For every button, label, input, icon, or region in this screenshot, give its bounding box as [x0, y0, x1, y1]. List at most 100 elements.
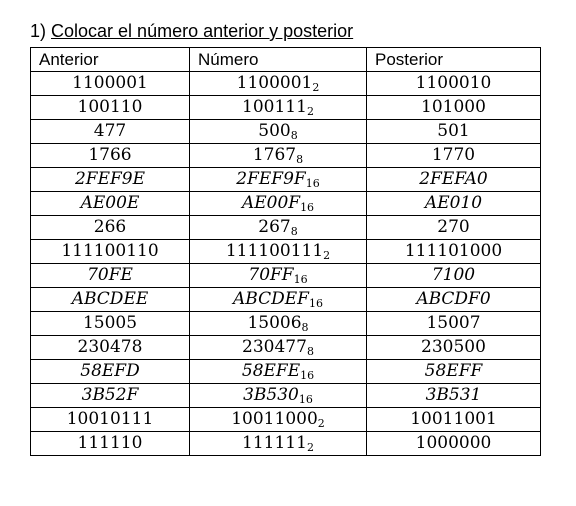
- posterior-cell: 101000: [366, 95, 541, 120]
- header-posterior: Posterior: [366, 47, 541, 72]
- base-subscript: 2: [323, 249, 331, 262]
- anterior-cell: AE00E: [30, 191, 190, 216]
- numero-cell: 2678: [189, 215, 367, 240]
- anterior-cell: 58EFD: [30, 359, 190, 384]
- table-row: 70FE 70FF16 7100: [30, 263, 541, 288]
- table-row: AE00E AE00F16 AE010: [30, 191, 541, 216]
- base-subscript: 16: [293, 273, 308, 286]
- base-subscript: 16: [298, 393, 313, 406]
- anterior-cell: 111100110: [30, 239, 190, 264]
- table-row: 111110 1111112 1000000: [30, 431, 541, 456]
- table-row: 58EFD 58EFE16 58EFF: [30, 359, 541, 384]
- base-subscript: 2: [306, 105, 314, 118]
- posterior-cell: ABCDF0: [366, 287, 541, 312]
- posterior-cell: 270: [366, 215, 541, 240]
- exercise-number: 1): [30, 21, 52, 41]
- table-row: 477 5008 501: [30, 119, 541, 144]
- header-anterior: Anterior: [30, 47, 190, 72]
- posterior-cell: 230500: [366, 335, 541, 360]
- table-row: 1766 17678 1770: [30, 143, 541, 168]
- posterior-cell: 3B531: [366, 383, 541, 408]
- header-numero: Número: [189, 47, 367, 72]
- numero-value: 3B530: [243, 385, 299, 405]
- table-row: 1100001 11000012 1100010: [30, 71, 541, 96]
- numero-value: 2FEF9F: [236, 169, 306, 189]
- numero-value: ABCDEF: [233, 289, 309, 309]
- anterior-cell: 230478: [30, 335, 190, 360]
- numero-cell: 150068: [189, 311, 367, 336]
- numero-cell: 1001112: [189, 95, 367, 120]
- numero-value: 100111: [242, 97, 307, 117]
- base-subscript: 16: [300, 201, 315, 214]
- table-row: 266 2678 270: [30, 215, 541, 240]
- posterior-cell: 1100010: [366, 71, 541, 96]
- base-subscript: 16: [300, 369, 315, 382]
- numero-cell: 2304778: [189, 335, 367, 360]
- anterior-cell: 10010111: [30, 407, 190, 432]
- base-subscript: 8: [290, 225, 298, 238]
- table-row: 111100110 1111001112 111101000: [30, 239, 541, 264]
- posterior-cell: 1770: [366, 143, 541, 168]
- base-subscript: 2: [317, 417, 325, 430]
- posterior-cell: 2FEFA0: [366, 167, 541, 192]
- anterior-cell: 477: [30, 119, 190, 144]
- anterior-cell: 15005: [30, 311, 190, 336]
- base-subscript: 8: [296, 153, 304, 166]
- posterior-cell: 58EFF: [366, 359, 541, 384]
- posterior-cell: 15007: [366, 311, 541, 336]
- anterior-cell: 70FE: [30, 263, 190, 288]
- base-subscript: 8: [306, 345, 314, 358]
- anterior-cell: 266: [30, 215, 190, 240]
- numero-cell: 1111001112: [189, 239, 367, 264]
- numero-value: 111100111: [225, 241, 324, 261]
- numero-cell: 11000012: [189, 71, 367, 96]
- exercise-instruction: Colocar el número anterior y posterior: [51, 21, 354, 41]
- base-subscript: 8: [301, 321, 309, 334]
- base-subscript: 16: [308, 297, 323, 310]
- table-row: ABCDEE ABCDEF16 ABCDF0: [30, 287, 541, 312]
- table-row: 100110 1001112 101000: [30, 95, 541, 120]
- numero-value: 267: [258, 217, 291, 237]
- table-row: 10010111 100110002 10011001: [30, 407, 541, 432]
- posterior-cell: 7100: [366, 263, 541, 288]
- table-row: 230478 2304778 230500: [30, 335, 541, 360]
- base-subscript: 16: [305, 177, 320, 190]
- posterior-cell: 501: [366, 119, 541, 144]
- numero-cell: 2FEF9F16: [189, 167, 367, 192]
- numero-value: 58EFE: [241, 361, 301, 381]
- anterior-cell: 2FEF9E: [30, 167, 190, 192]
- table-row: 3B52F 3B53016 3B531: [30, 383, 541, 408]
- numero-value: 111111: [242, 433, 307, 453]
- posterior-cell: 10011001: [366, 407, 541, 432]
- numero-cell: 70FF16: [189, 263, 367, 288]
- posterior-cell: 1000000: [366, 431, 541, 456]
- numero-cell: AE00F16: [189, 191, 367, 216]
- numero-value: 15006: [247, 313, 302, 333]
- anterior-cell: 1766: [30, 143, 190, 168]
- numero-cell: 58EFE16: [189, 359, 367, 384]
- table-body: 1100001 11000012 1100010 100110 1001112 10100…: [30, 71, 541, 456]
- numero-value: 1767: [252, 145, 297, 165]
- numero-cell: 5008: [189, 119, 367, 144]
- anterior-cell: 3B52F: [30, 383, 190, 408]
- table-row: 2FEF9E 2FEF9F16 2FEFA0: [30, 167, 541, 192]
- posterior-cell: 111101000: [366, 239, 541, 264]
- numero-cell: 100110002: [189, 407, 367, 432]
- numero-value: AE00F: [241, 193, 301, 213]
- numero-value: 1100001: [236, 73, 313, 93]
- numero-value: 10011000: [231, 409, 318, 429]
- exercise-title: 1) Colocar el número anterior y posterio…: [30, 21, 353, 42]
- anterior-cell: ABCDEE: [30, 287, 190, 312]
- anterior-cell: 1100001: [30, 71, 190, 96]
- table-row: 15005 150068 15007: [30, 311, 541, 336]
- numero-value: 70FF: [248, 265, 294, 285]
- number-table: Anterior Número Posterior 1100001 1100001…: [30, 47, 541, 456]
- base-subscript: 8: [290, 129, 298, 142]
- numero-value: 230477: [242, 337, 307, 357]
- anterior-cell: 111110: [30, 431, 190, 456]
- numero-cell: 3B53016: [189, 383, 367, 408]
- anterior-cell: 100110: [30, 95, 190, 120]
- numero-value: 500: [258, 121, 291, 141]
- numero-cell: ABCDEF16: [189, 287, 367, 312]
- numero-cell: 17678: [189, 143, 367, 168]
